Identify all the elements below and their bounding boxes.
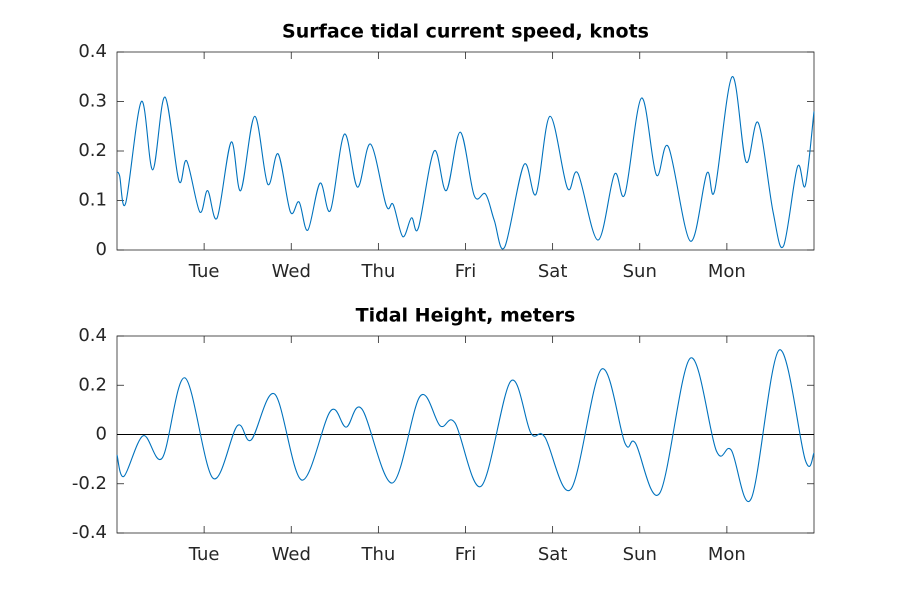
x-tick-label: Thu [360, 261, 395, 282]
x-tick-label: Sun [623, 261, 657, 282]
x-tick-label: Sat [538, 544, 568, 565]
x-tick-label: Sat [538, 261, 568, 282]
chart-title: Tidal Height, meters [356, 305, 576, 327]
x-tick-label: Mon [708, 261, 746, 282]
data-line [116, 76, 815, 250]
y-tick-label: 0.2 [78, 374, 107, 395]
x-tick-label: Tue [188, 544, 220, 565]
x-tick-label: Sun [623, 544, 657, 565]
y-tick-label: 0.1 [78, 190, 107, 211]
x-tick-label: Fri [455, 544, 476, 565]
x-tick-label: Mon [708, 544, 746, 565]
x-tick-label: Wed [272, 261, 311, 282]
x-tick-label: Tue [188, 261, 220, 282]
chart-title: Surface tidal current speed, knots [282, 21, 649, 43]
y-tick-label: 0 [96, 424, 107, 445]
x-tick-label: Wed [272, 544, 311, 565]
y-tick-label: 0.2 [78, 140, 107, 161]
y-tick-label: 0.4 [78, 325, 107, 346]
y-tick-label: 0.4 [78, 41, 107, 62]
data-line [116, 349, 815, 502]
x-tick-label: Thu [360, 544, 395, 565]
x-tick-label: Fri [455, 261, 476, 282]
y-tick-label: 0.3 [78, 91, 107, 112]
y-tick-label: 0 [96, 239, 107, 260]
y-tick-label: -0.2 [72, 473, 107, 494]
y-tick-label: -0.4 [72, 522, 107, 543]
